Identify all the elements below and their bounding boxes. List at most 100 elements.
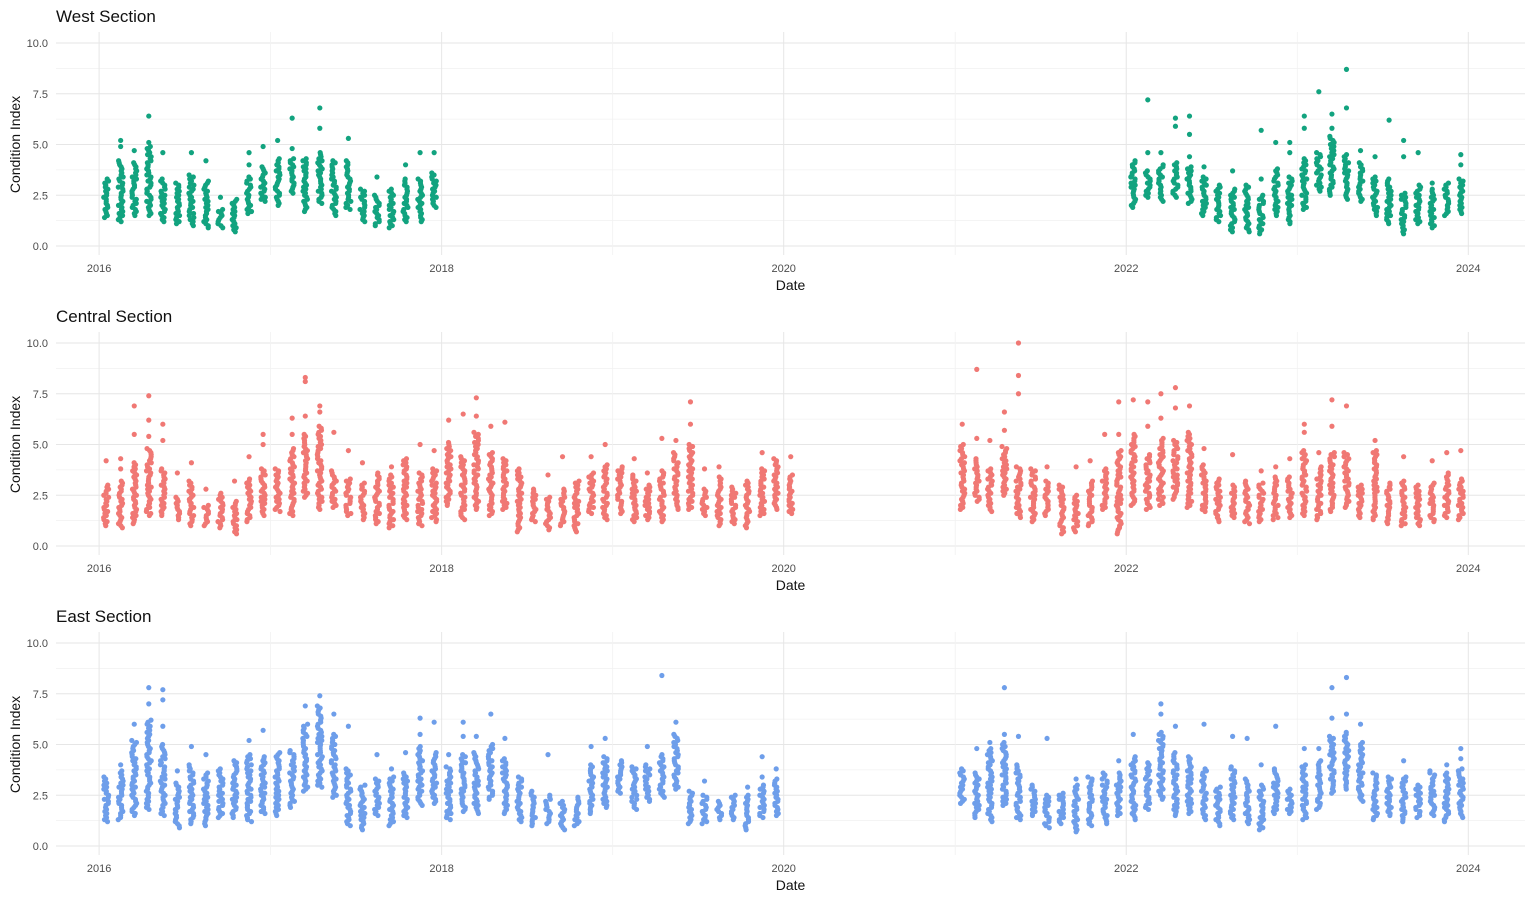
data-point [1299, 193, 1304, 198]
data-point [973, 456, 978, 461]
data-point [1102, 432, 1107, 437]
data-point [189, 150, 194, 155]
data-point [1016, 734, 1021, 739]
data-point [1259, 468, 1264, 473]
data-point [1402, 191, 1407, 196]
x-axis-title: Date [776, 277, 806, 293]
data-point [189, 460, 194, 465]
data-point [1260, 480, 1265, 485]
data-point [146, 685, 151, 690]
data-point [716, 799, 721, 804]
data-point [173, 495, 178, 500]
data-point [417, 716, 422, 721]
data-point [702, 778, 707, 783]
data-point [659, 436, 664, 441]
data-point [531, 487, 536, 492]
data-point [1372, 154, 1377, 159]
data-point [1287, 456, 1292, 461]
data-point [246, 150, 251, 155]
data-point [545, 752, 550, 757]
x-tick-label: 2020 [771, 563, 795, 575]
data-point [118, 762, 123, 767]
data-point [446, 418, 451, 423]
data-point [474, 395, 479, 400]
data-point [290, 432, 295, 437]
data-point [1232, 187, 1237, 192]
data-point [331, 732, 336, 737]
data-point [315, 703, 320, 708]
data-point [760, 450, 765, 455]
data-point [1416, 150, 1421, 155]
data-point [101, 774, 106, 779]
y-tick-label: 0.0 [33, 541, 48, 553]
data-point [288, 748, 293, 753]
data-point [434, 480, 439, 485]
data-point [1116, 399, 1121, 404]
data-point [959, 766, 964, 771]
data-point [1073, 776, 1078, 781]
data-point [218, 195, 223, 200]
data-point [960, 422, 965, 427]
data-point [1002, 428, 1007, 433]
data-point [432, 150, 437, 155]
x-axis-title: Date [776, 877, 806, 893]
data-point [632, 456, 637, 461]
data-point [375, 470, 380, 475]
y-tick-label: 7.5 [33, 689, 48, 701]
data-point [1028, 466, 1033, 471]
data-point [561, 487, 566, 492]
data-point [303, 703, 308, 708]
data-point [1387, 480, 1392, 485]
data-point [317, 693, 322, 698]
data-point [1446, 470, 1451, 475]
data-point [745, 785, 750, 790]
data-point [303, 413, 308, 418]
data-point [500, 456, 505, 461]
data-point [1327, 134, 1332, 139]
data-point [1004, 446, 1009, 451]
data-point [603, 442, 608, 447]
data-point [987, 438, 992, 443]
x-tick-label: 2024 [1456, 863, 1480, 875]
data-point [601, 754, 606, 759]
data-point [716, 464, 721, 469]
data-point [105, 483, 110, 488]
data-point [1287, 474, 1292, 479]
data-point [146, 140, 151, 145]
data-point [516, 774, 521, 779]
data-point [974, 436, 979, 441]
data-point [160, 697, 165, 702]
data-point [261, 728, 266, 733]
data-point [388, 472, 393, 477]
data-point [1145, 97, 1150, 102]
data-point [277, 509, 282, 514]
data-point [1302, 156, 1307, 161]
x-tick-label: 2016 [87, 263, 111, 275]
data-point [146, 113, 151, 118]
data-point [1016, 340, 1021, 345]
data-point [389, 464, 394, 469]
data-point [1316, 450, 1321, 455]
data-point [589, 744, 594, 749]
data-point [389, 187, 394, 192]
data-point [1145, 399, 1150, 404]
data-point [1118, 448, 1123, 453]
data-point [302, 432, 307, 437]
data-point [1002, 409, 1007, 414]
data-point [1230, 483, 1235, 488]
data-point [688, 422, 693, 427]
y-tick-label: 7.5 [33, 89, 48, 101]
x-tick-label: 2016 [87, 863, 111, 875]
data-point [1217, 476, 1222, 481]
y-axis-title: Condition Index [7, 396, 23, 493]
data-point [620, 464, 625, 469]
data-point [1171, 438, 1176, 443]
data-point [1133, 754, 1138, 759]
data-point [560, 799, 565, 804]
data-point [317, 105, 322, 110]
data-point [1030, 783, 1035, 788]
y-tick-label: 5.0 [33, 140, 48, 152]
data-point [1373, 174, 1378, 179]
data-point [1344, 403, 1349, 408]
